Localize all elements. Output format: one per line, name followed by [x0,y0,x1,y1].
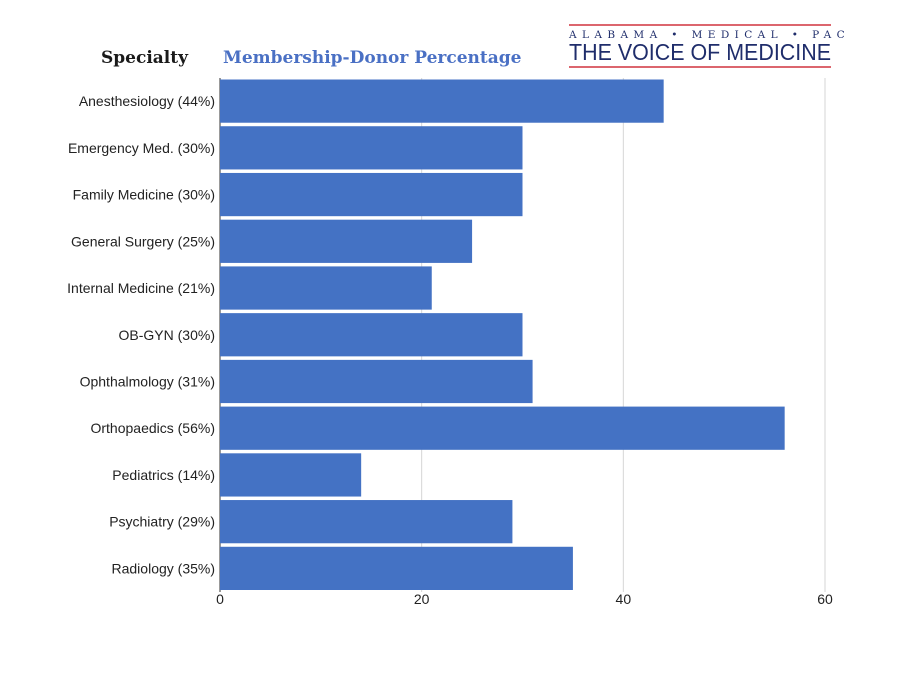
bar [220,313,523,357]
bar [220,126,523,170]
category-label: Family Medicine (30%) [73,187,215,203]
category-label: General Surgery (25%) [71,233,215,249]
bar [220,359,533,404]
category-label: Ophthalmology (31%) [80,373,215,389]
x-axis-ticks: 0 20 40 60 [216,591,833,607]
logo: ALABAMA • MEDICAL • PAC THE VOICE OF MED… [568,24,850,68]
chart-title: Membership-Donor Percentage [223,48,522,68]
x-tick-label: 20 [414,591,430,607]
bar [220,219,473,263]
bar [220,172,523,217]
category-labels: Anesthesiology (44%) Emergency Med. (30%)… [67,93,215,576]
x-tick-label: 40 [616,591,632,607]
bars [220,79,785,590]
category-label: OB-GYN (30%) [119,327,215,343]
category-label: Pediatrics (14%) [112,467,215,483]
bar [220,266,432,310]
bar [220,406,785,450]
bar [220,79,664,123]
category-label: Anesthesiology (44%) [79,93,215,109]
x-tick-label: 0 [216,591,224,607]
category-label: Psychiatry (29%) [109,514,215,530]
logo-tagline: THE VOICE OF MEDICINE [569,39,831,65]
bar [220,453,362,497]
category-label: Emergency Med. (30%) [68,140,215,156]
category-label: Orthopaedics (56%) [90,420,215,436]
specialty-heading: Specialty [101,48,189,68]
x-tick-label: 60 [817,591,833,607]
bar [220,500,513,544]
bar [220,546,573,590]
category-label: Internal Medicine (21%) [67,280,215,296]
category-label: Radiology (35%) [112,560,216,576]
logo-org-name: ALABAMA • MEDICAL • PAC [568,29,850,41]
